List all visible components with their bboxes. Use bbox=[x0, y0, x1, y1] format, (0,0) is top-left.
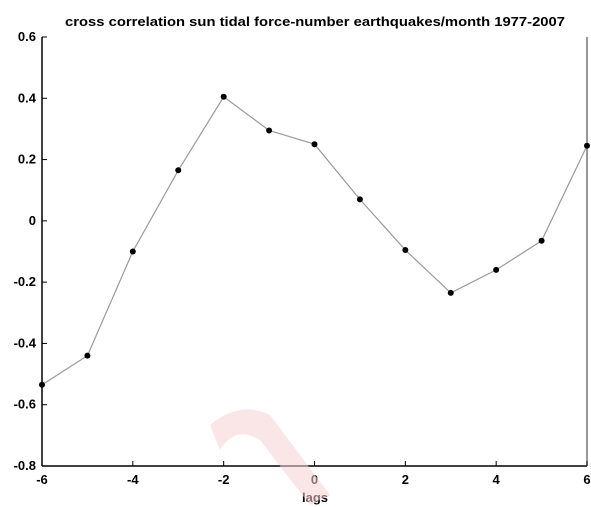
data-point bbox=[220, 93, 227, 100]
data-point bbox=[129, 248, 136, 255]
x-tick-label: 4 bbox=[493, 472, 501, 487]
y-tick-label: 0.2 bbox=[18, 152, 36, 167]
data-point bbox=[356, 196, 363, 203]
data-point bbox=[493, 266, 500, 273]
data-point bbox=[175, 167, 182, 174]
data-point bbox=[311, 141, 318, 148]
x-tick-label: -2 bbox=[218, 472, 230, 487]
x-tick-label: -6 bbox=[36, 472, 48, 487]
x-axis-ticks: -6 -4 -2 0 2 4 6 bbox=[36, 461, 591, 487]
data-point bbox=[266, 127, 273, 134]
x-tick-label: 2 bbox=[402, 472, 409, 487]
series-line bbox=[41, 95, 588, 386]
chart-title: cross correlation sun tidal force-number… bbox=[65, 14, 565, 29]
axes bbox=[41, 37, 588, 467]
x-tick-label: -4 bbox=[127, 472, 139, 487]
y-tick-label: 0.6 bbox=[18, 29, 36, 44]
x-tick-label: 0 bbox=[311, 472, 318, 487]
data-point bbox=[402, 246, 409, 253]
y-tick-label: -0.6 bbox=[14, 397, 36, 412]
y-tick-label: 0.4 bbox=[18, 90, 37, 105]
x-axis-label: lags bbox=[302, 490, 328, 505]
data-point bbox=[447, 289, 454, 296]
y-tick-label: -0.4 bbox=[14, 335, 37, 350]
data-point bbox=[39, 381, 45, 388]
data-point bbox=[84, 352, 91, 359]
series bbox=[39, 93, 590, 388]
data-point bbox=[584, 142, 590, 149]
x-tick-label: 6 bbox=[583, 472, 590, 487]
y-tick-label: -0.8 bbox=[14, 458, 36, 473]
y-axis-ticks: 0.6 0.4 0.2 0 -0.2 -0.4 -0.6 -0.8 bbox=[14, 29, 47, 473]
y-tick-label: 0 bbox=[29, 213, 36, 228]
y-tick-label: -0.2 bbox=[14, 274, 36, 289]
data-point bbox=[538, 237, 545, 244]
